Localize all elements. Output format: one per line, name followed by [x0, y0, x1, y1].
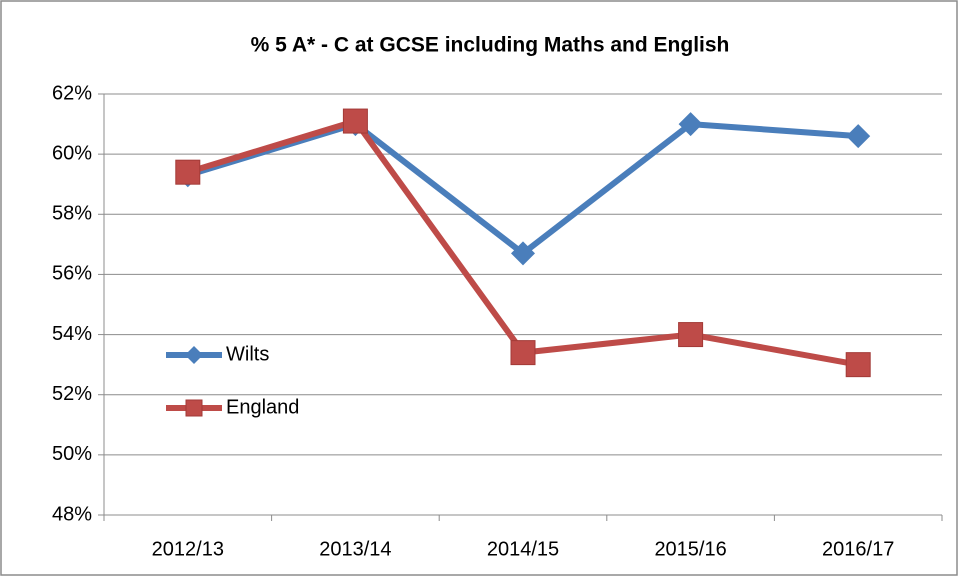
marker [185, 346, 203, 364]
marker [511, 241, 535, 266]
x-tick-label: 2016/17 [822, 538, 894, 560]
x-tick-label: 2012/13 [152, 538, 224, 560]
y-tick-label: 56% [52, 263, 92, 285]
y-tick-label: 50% [52, 443, 92, 465]
y-tick-label: 60% [52, 142, 92, 164]
legend-label: England [226, 396, 299, 418]
chart-title: % 5 A* - C at GCSE including Maths and E… [251, 34, 730, 57]
y-tick-label: 62% [52, 82, 92, 104]
marker [185, 399, 203, 417]
x-tick-label: 2013/14 [319, 538, 391, 560]
marker [175, 159, 201, 185]
marker [845, 352, 871, 378]
y-tick-label: 52% [52, 383, 92, 405]
y-tick-label: 54% [52, 323, 92, 345]
y-tick-label: 48% [52, 503, 92, 525]
marker [678, 112, 703, 137]
y-tick-label: 58% [52, 203, 92, 225]
marker [846, 124, 871, 149]
marker [678, 322, 704, 348]
x-tick-label: 2014/15 [487, 538, 559, 560]
marker [342, 108, 368, 134]
marker [510, 340, 536, 366]
x-tick-label: 2015/16 [654, 538, 726, 560]
legend-label: Wilts [226, 343, 269, 365]
